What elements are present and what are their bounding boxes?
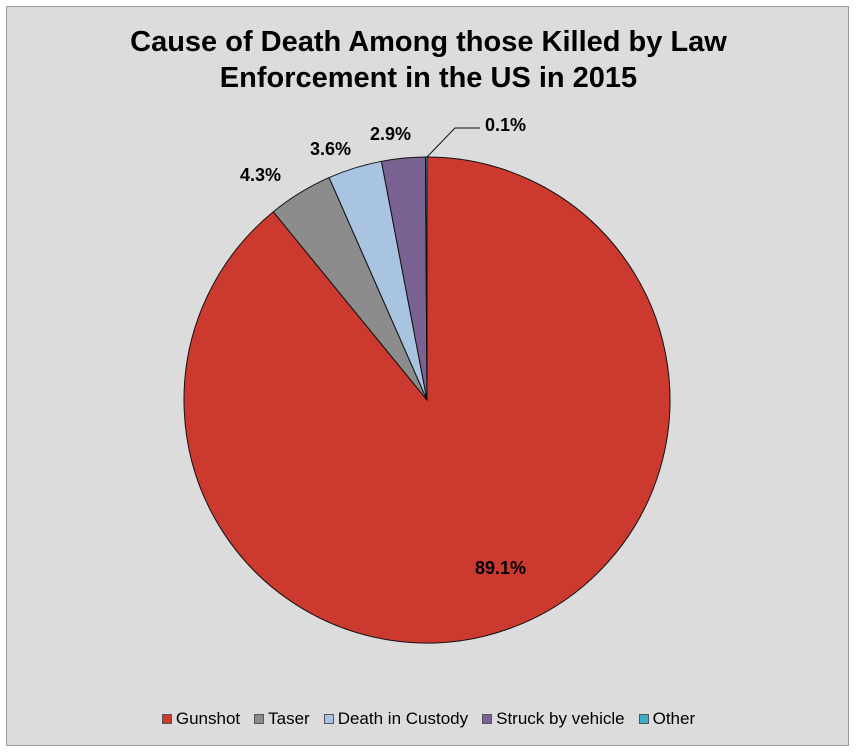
legend-label-struck-by-vehicle: Struck by vehicle <box>496 709 625 728</box>
legend-label-other: Other <box>652 709 696 728</box>
chart-title: Cause of Death Among those Killed by Law… <box>0 24 857 96</box>
pie-slice-other <box>424 156 428 401</box>
legend-swatch-struck-by-vehicle <box>482 714 493 724</box>
chart-legend: Gunshot Taser Death in Custody Struck by… <box>0 709 857 729</box>
legend-label-death-in-custody: Death in Custody <box>337 709 469 728</box>
data-label-other: 0.1% <box>485 115 526 135</box>
data-label-taser: 4.3% <box>240 165 281 185</box>
legend-swatch-gunshot <box>161 714 172 724</box>
data-label-gunshot: 89.1% <box>475 558 526 578</box>
legend-item-gunshot: Gunshot <box>161 709 241 729</box>
legend-label-taser: Taser <box>268 709 310 728</box>
chart-title-line-2: Enforcement in the US in 2015 <box>219 62 638 94</box>
data-label-death-in-custody: 3.6% <box>310 139 351 159</box>
legend-item-struck-by-vehicle: Struck by vehicle <box>482 709 625 729</box>
data-label-struck-by-vehicle: 2.9% <box>370 124 411 144</box>
legend-item-taser: Taser <box>254 709 310 729</box>
chart-title-line-1: Cause of Death Among those Killed by Law <box>130 26 727 58</box>
legend-swatch-taser <box>254 714 265 724</box>
leader-line-other <box>426 127 480 158</box>
legend-swatch-death-in-custody <box>323 714 334 724</box>
legend-label-gunshot: Gunshot <box>175 709 241 728</box>
legend-item-death-in-custody: Death in Custody <box>323 709 469 729</box>
legend-item-other: Other <box>638 709 696 729</box>
legend-swatch-other <box>638 714 649 724</box>
